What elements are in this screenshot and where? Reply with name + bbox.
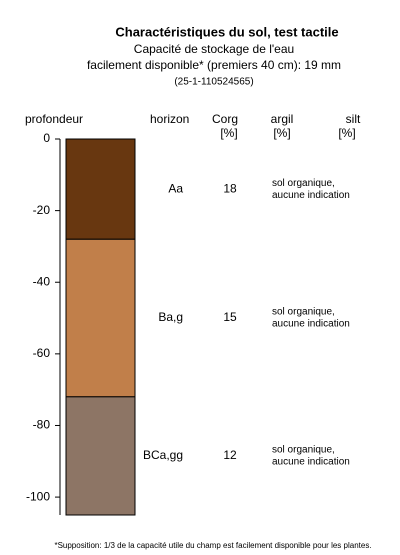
column-unit: [%] [273, 126, 290, 140]
y-tick-label: 0 [43, 131, 50, 145]
y-axis-label: profondeur [25, 112, 83, 126]
sample-id: (25-1-110524565) [174, 77, 253, 88]
y-tick-label: -60 [33, 346, 51, 360]
corg-value: 15 [223, 310, 237, 324]
corg-value: 12 [223, 448, 237, 462]
horizon-name: Ba,g [158, 310, 183, 324]
column-header: Corg [212, 112, 238, 126]
y-tick-label: -40 [33, 274, 51, 288]
column-header: horizon [150, 112, 189, 126]
column-unit: [%] [338, 126, 355, 140]
argil-note: sol organique, [272, 178, 335, 189]
argil-note: aucune indication [272, 190, 350, 201]
column-unit: [%] [220, 126, 237, 140]
column-header: silt [346, 112, 361, 126]
subtitle: Capacité de stockage de l'eau [134, 42, 294, 56]
subtitle: facilement disponible* (premiers 40 cm):… [87, 58, 341, 72]
column-header: argil [271, 112, 294, 126]
y-tick-label: -80 [33, 418, 51, 432]
horizon-name: Aa [168, 181, 183, 195]
horizon-name: BCa,gg [143, 448, 183, 462]
chart-title: Charactéristiques du sol, test tactile [115, 24, 338, 39]
horizon-layer [65, 238, 136, 398]
argil-note: aucune indication [272, 319, 350, 330]
y-tick-label: -100 [26, 489, 50, 503]
y-tick-label: -20 [33, 203, 51, 217]
argil-note: sol organique, [272, 445, 335, 456]
corg-value: 18 [223, 181, 237, 195]
argil-note: sol organique, [272, 307, 335, 318]
horizon-layer [65, 138, 136, 240]
footnote: *Supposition: 1/3 de la capacité utile d… [54, 541, 371, 550]
horizon-layer [65, 396, 136, 516]
argil-note: aucune indication [272, 457, 350, 468]
